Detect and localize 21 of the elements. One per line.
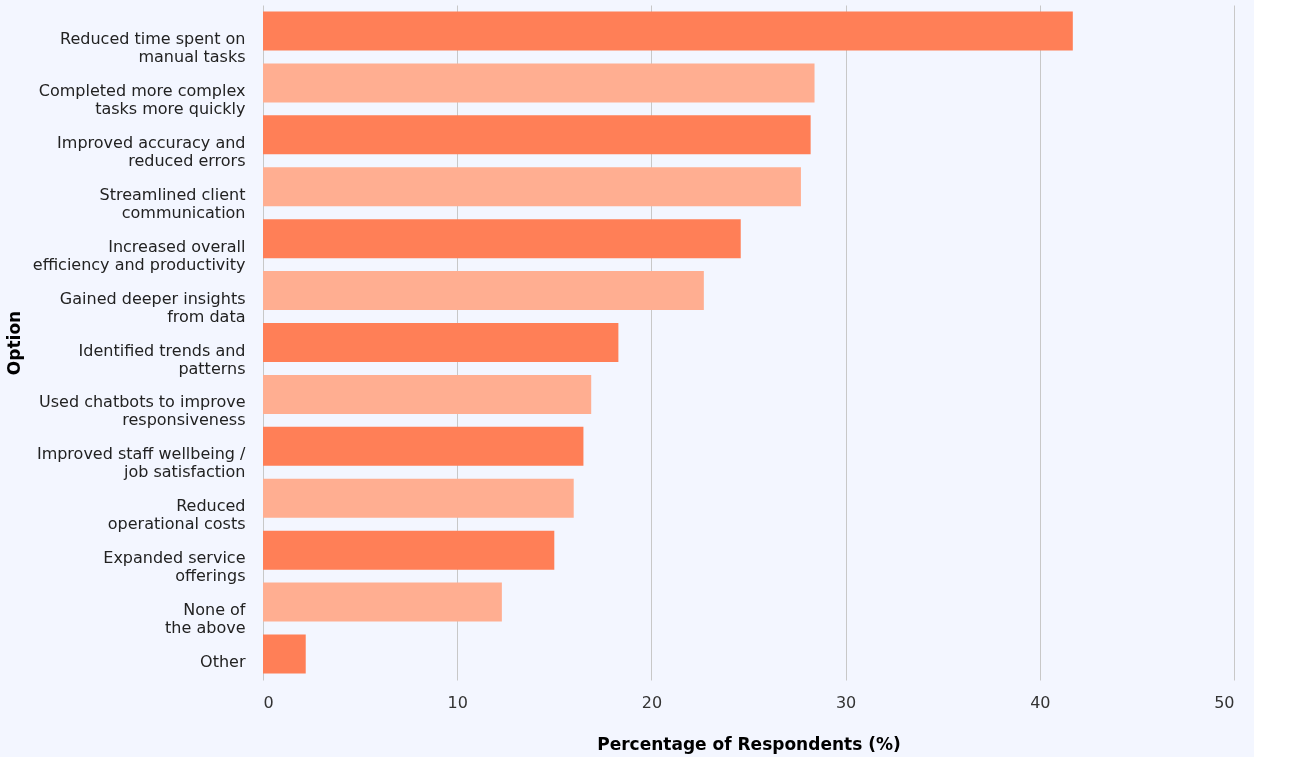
x-tick-label: 0 bbox=[263, 692, 274, 712]
y-tick-label: Reduced operational costs bbox=[107, 496, 246, 534]
x-tick-label: 50 bbox=[1214, 692, 1235, 712]
y-tick-label: Improved accuracy and reduced errors bbox=[57, 132, 246, 170]
y-tick-label: Used chatbots to improve responsiveness bbox=[39, 392, 246, 430]
y-tick-label: Identified trends and patterns bbox=[78, 340, 246, 378]
y-tick-label: Expanded service offerings bbox=[103, 548, 246, 586]
y-tick-label: Improved staff wellbeing / job satisfaction bbox=[36, 444, 247, 482]
x-tick-label: 30 bbox=[835, 692, 857, 712]
y-tick-label: Increased overall efficiency and productivity bbox=[32, 236, 246, 274]
x-tick-label: 20 bbox=[641, 692, 663, 712]
x-axis-title: Percentage of Respondents (%) bbox=[597, 733, 901, 754]
y-axis-title: Option bbox=[3, 310, 24, 376]
y-tick-label: Reduced time spent on manual tasks bbox=[60, 28, 246, 66]
x-tick-label: 10 bbox=[447, 692, 468, 712]
y-tick-label: Completed more complex tasks more quickly bbox=[38, 80, 246, 118]
x-tick-label: 40 bbox=[1030, 692, 1051, 712]
y-tick-label: None of the above bbox=[165, 600, 246, 638]
y-tick-label: Other bbox=[200, 652, 246, 672]
y-tick-label: Gained deeper insights from data bbox=[59, 288, 246, 326]
y-tick-label: Streamlined client communication bbox=[99, 184, 246, 222]
